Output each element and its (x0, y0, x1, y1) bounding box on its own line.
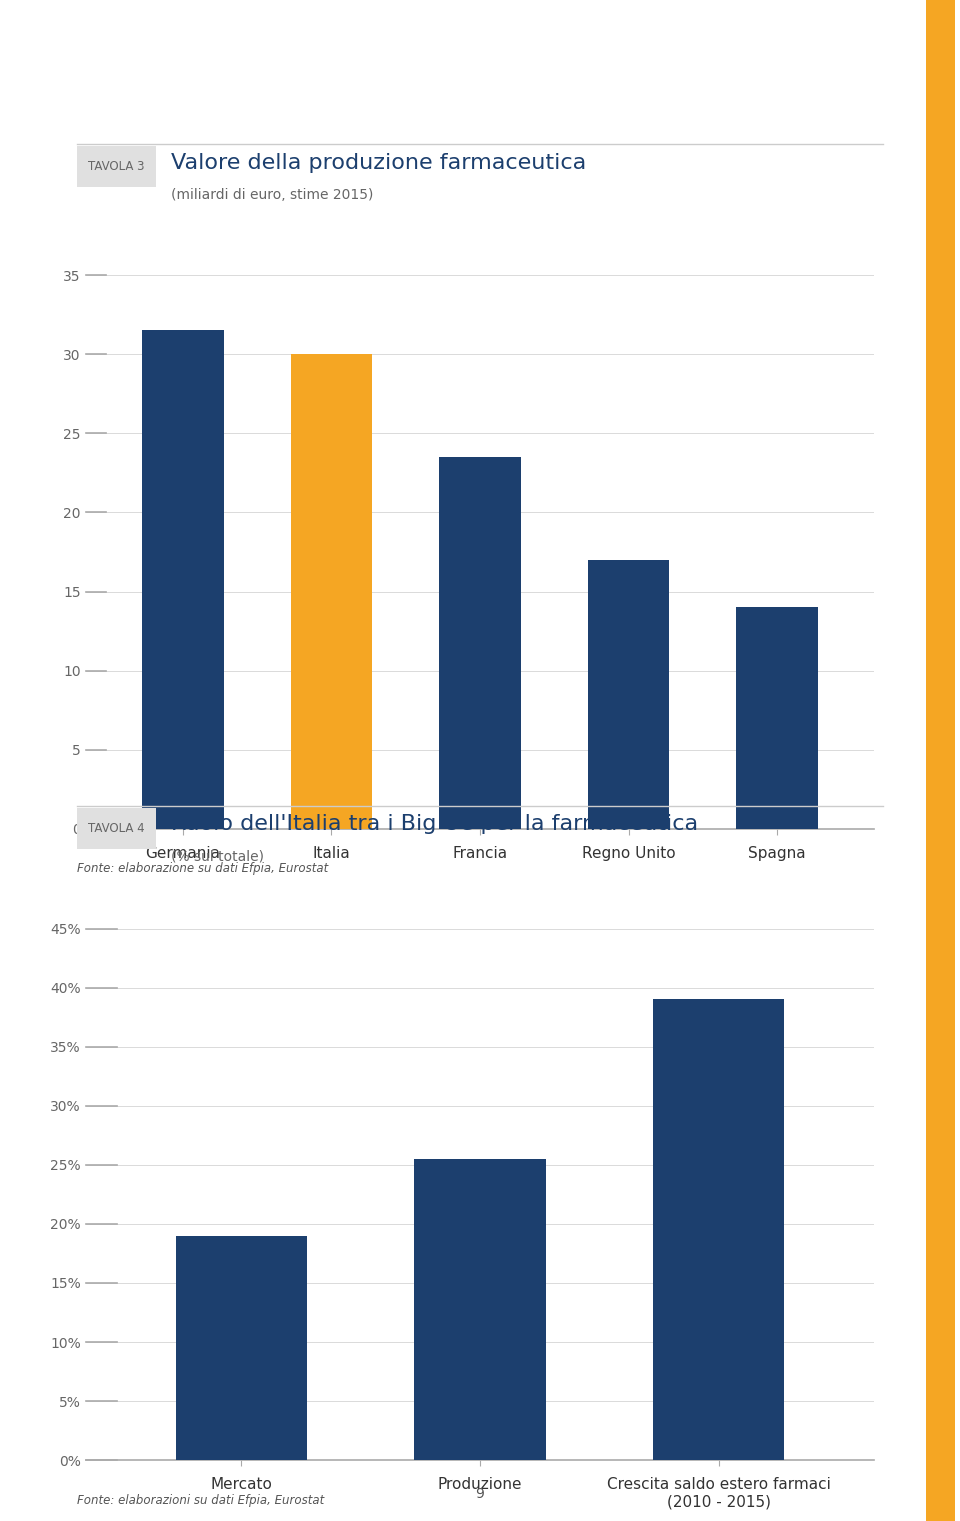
Text: Ruolo dell'Italia tra i Big Ue per la farmaceutica: Ruolo dell'Italia tra i Big Ue per la fa… (171, 814, 698, 835)
Bar (736, 607, 818, 829)
Bar (176, 1235, 307, 1460)
Bar (415, 1159, 545, 1460)
Text: 9: 9 (475, 1486, 485, 1501)
Text: (miliardi di euro, stime 2015): (miliardi di euro, stime 2015) (171, 187, 373, 202)
Bar (653, 999, 784, 1460)
Text: Valore della produzione farmaceutica: Valore della produzione farmaceutica (171, 152, 587, 173)
Bar (142, 330, 224, 829)
Text: Fonte: elaborazioni su dati Efpia, Eurostat: Fonte: elaborazioni su dati Efpia, Euros… (77, 1494, 324, 1507)
Text: (% sul totale): (% sul totale) (171, 849, 264, 864)
Text: Fonte: elaborazione su dati Efpia, Eurostat: Fonte: elaborazione su dati Efpia, Euros… (77, 862, 328, 876)
Bar (588, 560, 669, 829)
Bar (439, 456, 521, 829)
Text: TAVOLA 4: TAVOLA 4 (88, 821, 145, 835)
Bar (291, 354, 372, 829)
Text: TAVOLA 3: TAVOLA 3 (88, 160, 145, 173)
